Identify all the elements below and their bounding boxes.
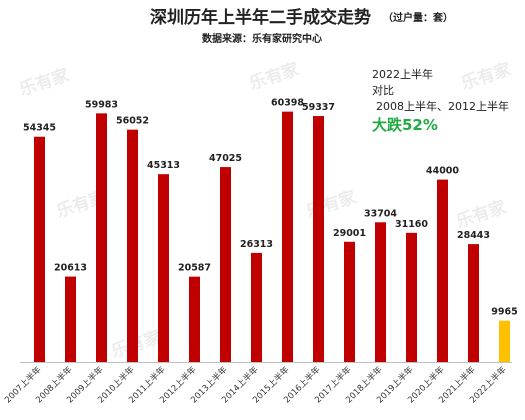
data-label: 33704 xyxy=(364,208,397,219)
data-label: 54345 xyxy=(23,123,56,134)
bar-2007上半年 xyxy=(34,136,45,362)
data-label: 26313 xyxy=(240,239,273,250)
bar-2022上半年 xyxy=(499,320,510,362)
data-label: 20587 xyxy=(178,263,211,274)
data-label: 59983 xyxy=(85,99,118,110)
data-label: 44000 xyxy=(426,166,459,177)
bar-2012上半年 xyxy=(189,276,200,362)
bar-2017上半年 xyxy=(344,241,355,362)
bar-2021上半年 xyxy=(468,244,479,362)
data-label: 59337 xyxy=(302,102,335,113)
chart-subtitle: 数据来源：乐有家研究中心 xyxy=(202,34,322,45)
bar-2011上半年 xyxy=(158,174,169,362)
annotation-line-2: 对比 xyxy=(372,84,394,97)
data-label: 47025 xyxy=(209,153,242,164)
bar-2018上半年 xyxy=(375,222,386,362)
chart-title: 深圳历年上半年二手成交走势 xyxy=(150,8,371,28)
data-label: 29001 xyxy=(333,228,366,239)
bar-2008上半年 xyxy=(65,276,76,362)
annotation-line-1: 2022上半年 xyxy=(372,68,433,81)
annotation-highlight: 大跌52% xyxy=(372,116,438,134)
bar-2009上半年 xyxy=(96,113,107,362)
bar-2015上半年 xyxy=(282,111,293,362)
bar-2016上半年 xyxy=(313,116,324,362)
data-label: 20613 xyxy=(54,263,87,274)
chart-unit: （过户量：套） xyxy=(383,13,453,24)
bar-2010上半年 xyxy=(127,129,138,362)
bar-2014上半年 xyxy=(251,252,262,362)
data-label: 31160 xyxy=(395,219,428,230)
data-label: 45313 xyxy=(147,160,180,171)
data-label: 28443 xyxy=(457,230,490,241)
data-label: 56052 xyxy=(116,116,149,127)
annotation-line-3: 2008上半年、2012上半年 xyxy=(376,100,509,113)
data-label: 60398 xyxy=(271,98,304,109)
bar-2013上半年 xyxy=(220,167,231,362)
data-label: 9965 xyxy=(491,307,517,318)
bar-2019上半年 xyxy=(406,232,417,362)
bar-2020上半年 xyxy=(437,179,448,362)
